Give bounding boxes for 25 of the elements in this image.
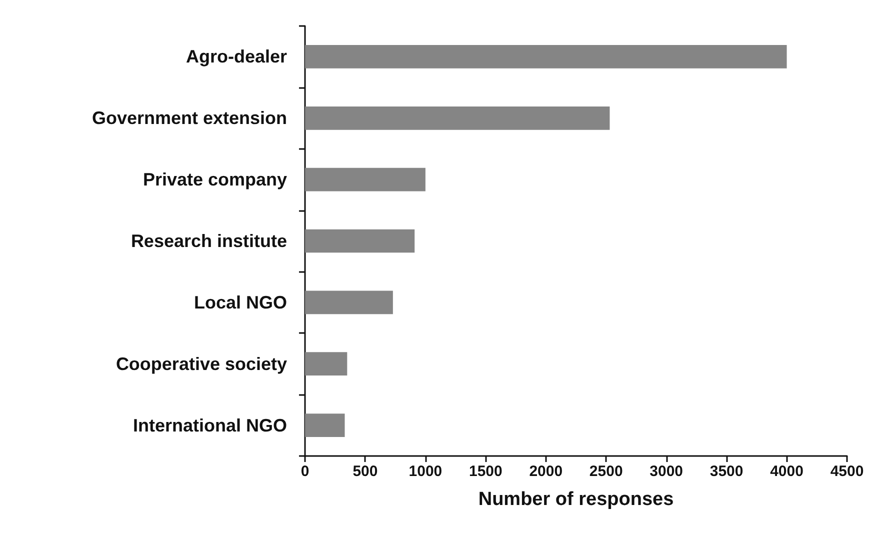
y-tick-label: Research institute bbox=[130, 231, 287, 251]
y-tick-label: International NGO bbox=[132, 415, 287, 436]
x-tick-label: 1500 bbox=[468, 463, 502, 480]
bar bbox=[305, 414, 345, 437]
x-tick-label: 2500 bbox=[589, 463, 623, 480]
y-tick-label: Government extension bbox=[92, 108, 287, 128]
x-tick-label: 3500 bbox=[710, 463, 744, 480]
x-tick-label: 500 bbox=[352, 463, 378, 480]
x-tick-label: 3000 bbox=[650, 463, 684, 480]
x-tick-label: 1000 bbox=[408, 463, 442, 480]
x-tick-label: 4500 bbox=[830, 463, 864, 480]
bar bbox=[305, 45, 787, 68]
x-tick-label: 4000 bbox=[770, 463, 804, 480]
y-tick-label: Agro-dealer bbox=[186, 46, 287, 67]
x-tick-label: 0 bbox=[300, 463, 310, 480]
y-tick-label: Local NGO bbox=[194, 292, 287, 312]
bar bbox=[305, 229, 415, 253]
x-tick-label: 2000 bbox=[529, 463, 563, 480]
x-axis-title: Number of responses bbox=[478, 489, 674, 510]
y-tick-label: Private company bbox=[142, 170, 287, 190]
y-tick-label: Cooperative society bbox=[116, 354, 287, 374]
bar bbox=[305, 106, 610, 130]
bar bbox=[305, 168, 426, 192]
bar bbox=[305, 352, 348, 376]
bar bbox=[305, 290, 393, 314]
